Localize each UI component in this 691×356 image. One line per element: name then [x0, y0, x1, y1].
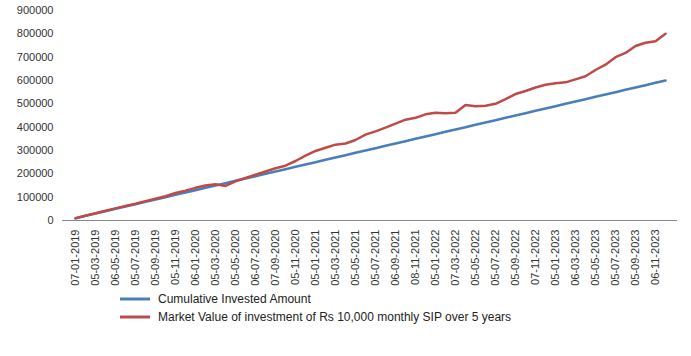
html-text:Cumulative Invested Amount: Cumulative Invested Amount — [158, 292, 311, 306]
svg-text:400000: 400000 — [17, 121, 54, 133]
svg-text:05-05-2022: 05-05-2022 — [469, 230, 481, 286]
svg-text:05-05-2020: 05-05-2020 — [229, 230, 241, 286]
svg-text:05-03-2020: 05-03-2020 — [209, 230, 221, 286]
svg-text:05-01-2023: 05-01-2023 — [549, 230, 561, 286]
svg-text:05-09-2019: 05-09-2019 — [149, 230, 161, 286]
svg-text:06-03-2023: 06-03-2023 — [569, 230, 581, 286]
svg-text:100000: 100000 — [17, 191, 54, 203]
svg-text:05-03-2019: 05-03-2019 — [89, 230, 101, 286]
svg-text:06-11-2023: 06-11-2023 — [649, 230, 661, 285]
svg-text:05-07-2019: 05-07-2019 — [129, 230, 141, 286]
svg-text:07-03-2022: 07-03-2022 — [449, 230, 461, 286]
svg-text:0: 0 — [47, 214, 53, 226]
svg-text:500000: 500000 — [17, 97, 54, 109]
svg-text:200000: 200000 — [17, 167, 54, 179]
html-text:Market Value of investment of: Market Value of investment of Rs 10,000 … — [158, 310, 512, 324]
svg-text:05-03-2021: 05-03-2021 — [329, 230, 341, 286]
svg-text:600000: 600000 — [17, 74, 54, 86]
svg-text:05-07-2021: 05-07-2021 — [369, 230, 381, 286]
svg-text:05-09-2023: 05-09-2023 — [629, 230, 641, 286]
svg-text:07-01-2019: 07-01-2019 — [69, 230, 81, 286]
svg-text:07-11-2022: 07-11-2022 — [529, 230, 541, 285]
svg-text:07-09-2020: 07-09-2020 — [269, 230, 281, 286]
svg-text:06-07-2020: 06-07-2020 — [249, 230, 261, 286]
svg-text:300000: 300000 — [17, 144, 54, 156]
svg-text:08-11-2021: 08-11-2021 — [409, 230, 421, 285]
svg-text:05-11-2020: 05-11-2020 — [289, 230, 301, 285]
svg-text:06-09-2021: 06-09-2021 — [389, 230, 401, 286]
svg-text:05-11-2019: 05-11-2019 — [169, 230, 181, 285]
svg-text:900000: 900000 — [17, 4, 54, 16]
svg-text:05-07-2022: 05-07-2022 — [489, 230, 501, 286]
svg-text:05-01-2022: 05-01-2022 — [429, 230, 441, 286]
svg-text:800000: 800000 — [17, 27, 54, 39]
svg-text:700000: 700000 — [17, 51, 54, 63]
svg-text:05-05-2023: 05-05-2023 — [589, 230, 601, 286]
svg-text:05-07-2023: 05-07-2023 — [609, 230, 621, 286]
svg-text:05-01-2021: 05-01-2021 — [309, 230, 321, 286]
svg-text:06-05-2019: 06-05-2019 — [109, 230, 121, 286]
svg-text:05-05-2021: 05-05-2021 — [349, 230, 361, 286]
svg-text:05-09-2022: 05-09-2022 — [509, 230, 521, 286]
svg-text:06-01-2020: 06-01-2020 — [189, 230, 201, 286]
